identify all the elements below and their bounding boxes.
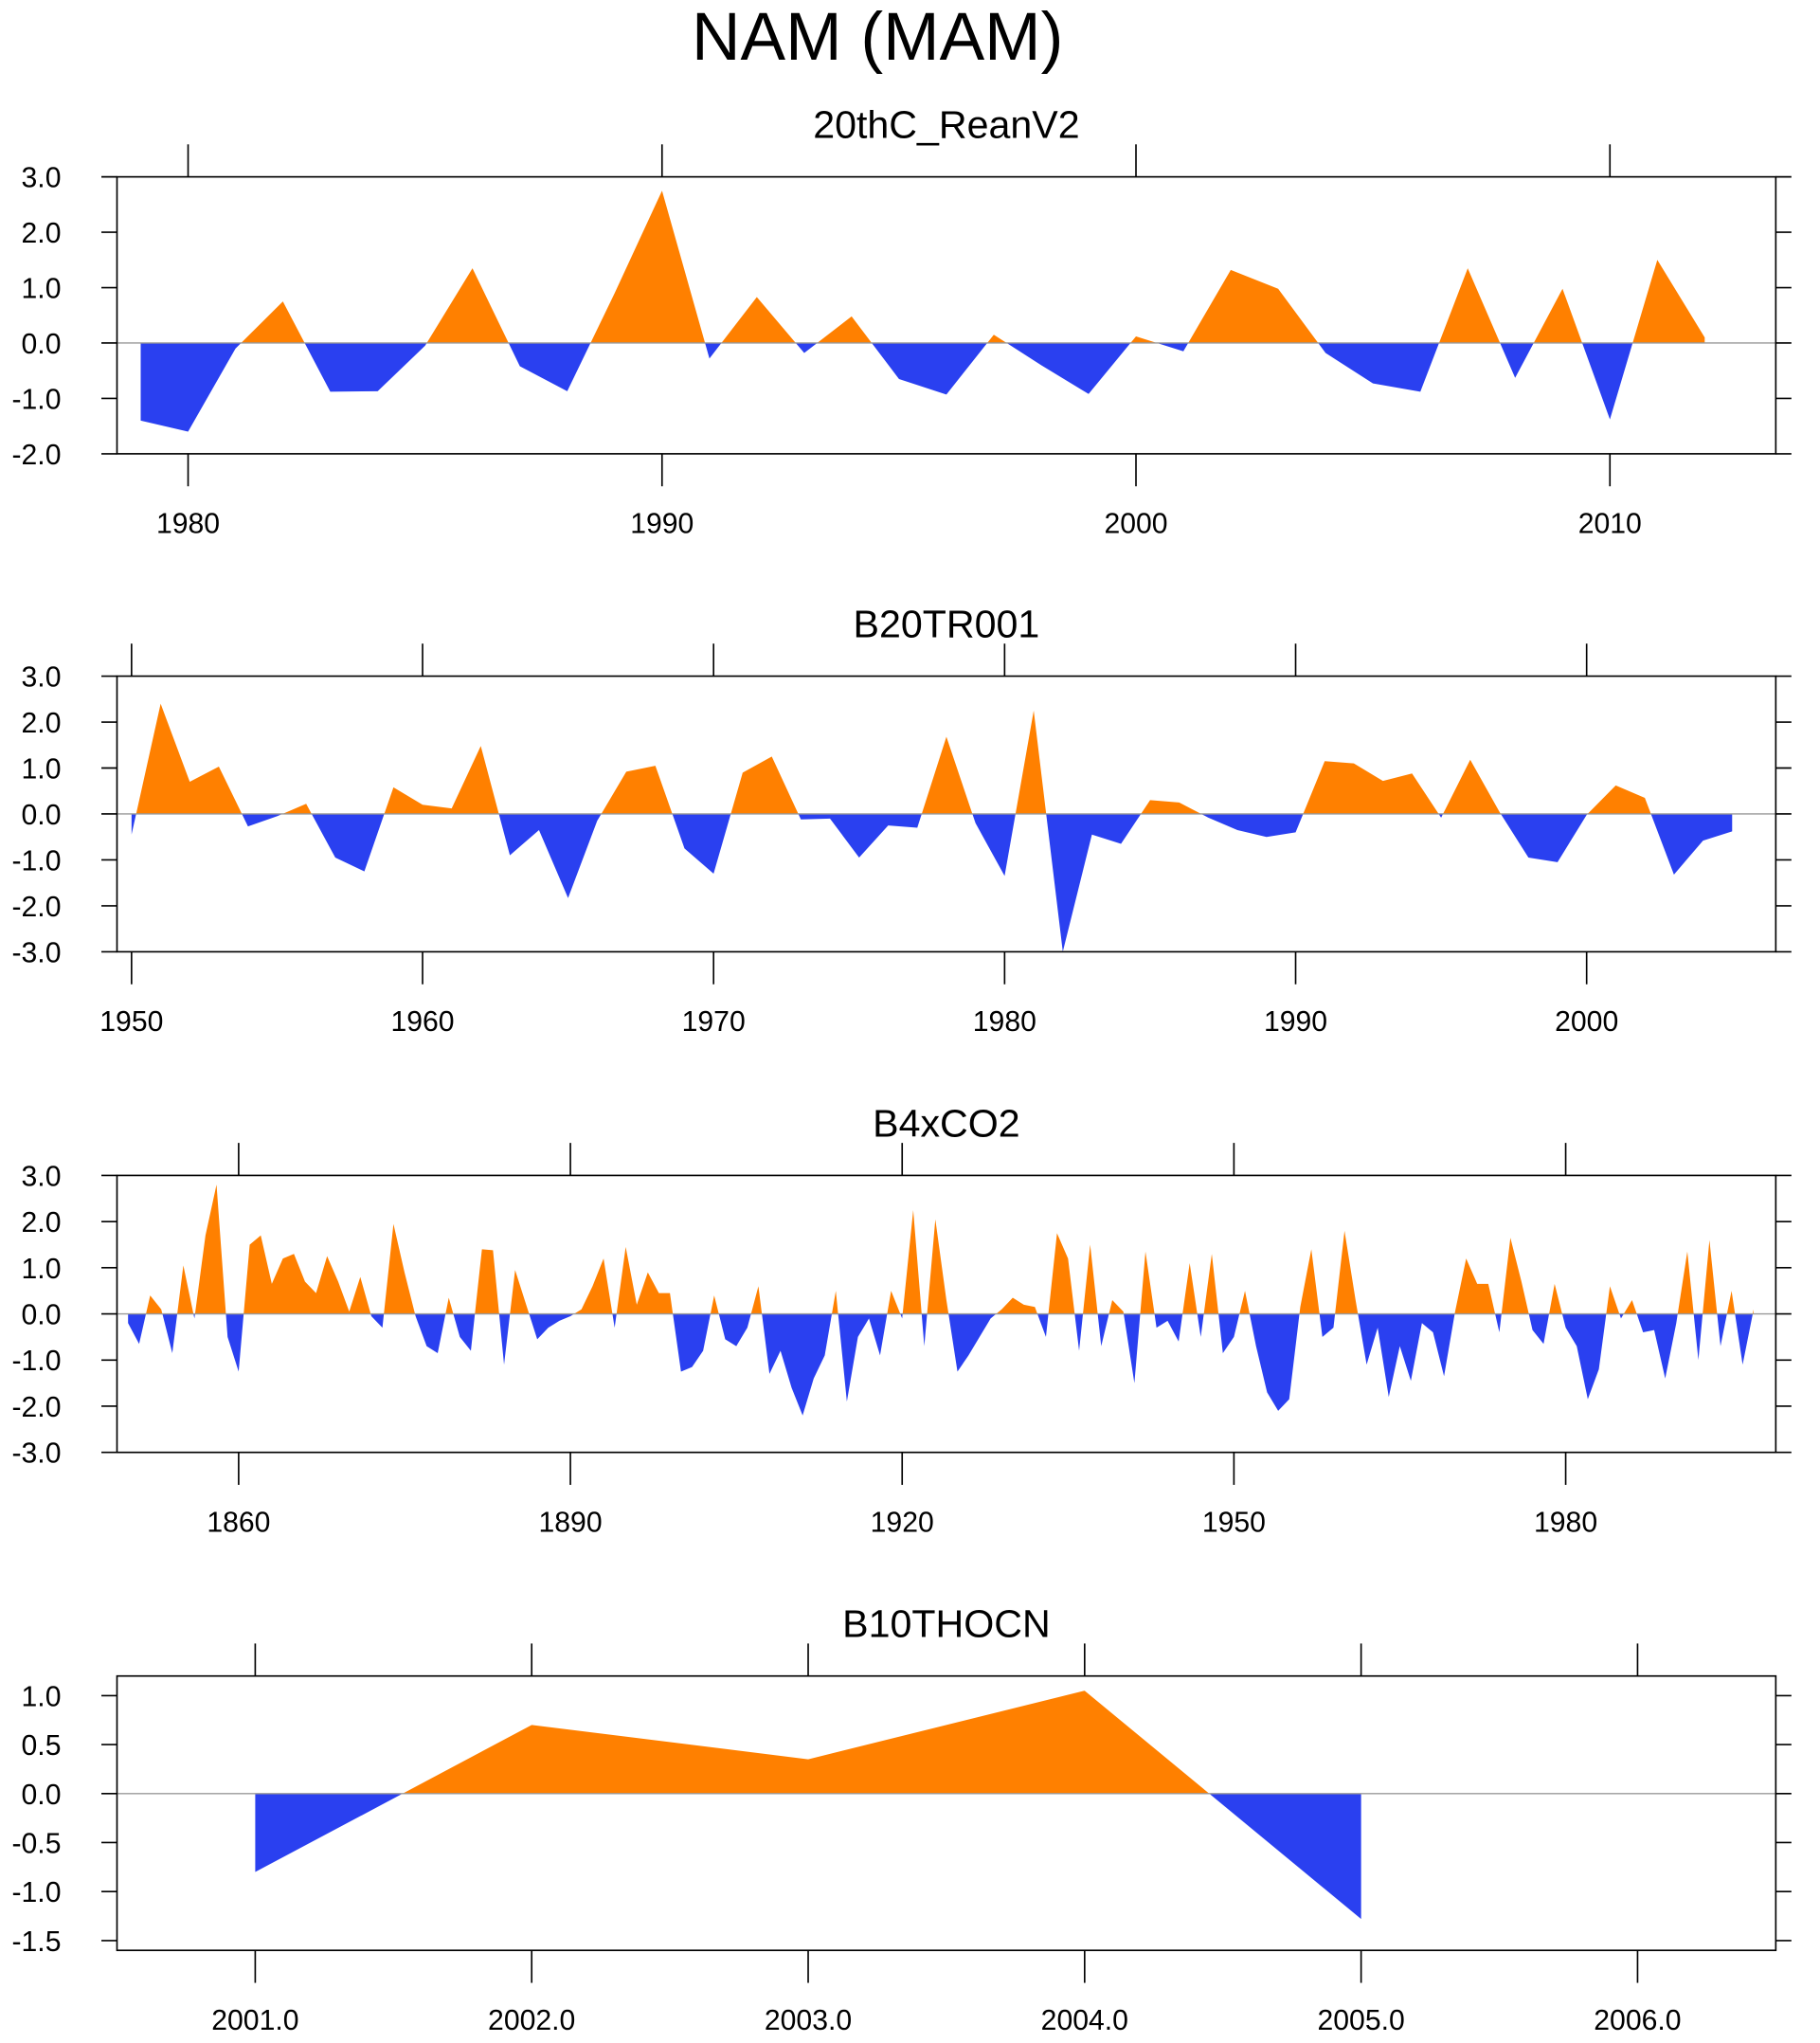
panel-title: B4xCO2 — [873, 1101, 1020, 1145]
y-tick-label: -1.0 — [11, 384, 61, 415]
y-tick-label: 1.0 — [22, 1254, 62, 1285]
x-tick-label: 1980 — [156, 509, 220, 540]
y-tick-label: -2.0 — [11, 440, 61, 471]
x-tick-label: 1960 — [390, 1006, 454, 1038]
y-tick-label: 0.0 — [22, 1300, 62, 1331]
y-tick-label: 1.0 — [22, 753, 62, 785]
x-tick-label: 1980 — [973, 1006, 1036, 1038]
panel-title: 20thC_ReanV2 — [813, 102, 1079, 146]
x-tick-label: 2002.0 — [488, 2005, 575, 2036]
x-tick-label: 2004.0 — [1041, 2005, 1128, 2036]
panel-title: B10THOCN — [842, 1602, 1051, 1646]
positive-area — [128, 1184, 1755, 1314]
x-tick-label: 1860 — [207, 1507, 270, 1538]
x-tick-label: 1990 — [630, 509, 694, 540]
y-tick-label: 1.0 — [22, 274, 62, 305]
x-tick-label: 1970 — [682, 1006, 746, 1038]
y-tick-label: 1.0 — [22, 1681, 62, 1712]
x-tick-label: 2003.0 — [765, 2005, 852, 2036]
y-tick-label: 3.0 — [22, 163, 62, 194]
y-tick-label: -1.0 — [11, 1877, 61, 1908]
x-tick-label: 1950 — [99, 1006, 163, 1038]
x-tick-label: 1980 — [1534, 1507, 1597, 1538]
plot-frame — [116, 175, 1777, 455]
x-tick-label: 2005.0 — [1317, 2005, 1404, 2036]
y-tick-label: -1.0 — [11, 845, 61, 877]
x-tick-label: 1990 — [1264, 1006, 1327, 1038]
panel-title: B20TR001 — [854, 602, 1040, 645]
y-tick-label: 0.5 — [22, 1730, 62, 1762]
y-tick-label: -3.0 — [11, 937, 61, 968]
y-tick-label: -2.0 — [11, 1392, 61, 1423]
x-tick-label: 2010 — [1578, 509, 1642, 540]
negative-area — [128, 1313, 1755, 1416]
y-tick-label: 0.0 — [22, 329, 62, 360]
y-tick-label: -0.5 — [11, 1828, 61, 1859]
plot-frame — [116, 1674, 1777, 1952]
y-tick-label: 2.0 — [22, 708, 62, 739]
positive-area — [140, 190, 1705, 343]
figure-title: NAM (MAM) — [692, 0, 1063, 75]
y-tick-label: -1.5 — [11, 1926, 61, 1958]
x-tick-label: 2001.0 — [211, 2005, 298, 2036]
x-tick-label: 2000 — [1555, 1006, 1618, 1038]
positive-area — [403, 1690, 1210, 1794]
x-tick-label: 2006.0 — [1594, 2005, 1681, 2036]
x-tick-label: 1890 — [538, 1507, 602, 1538]
panel: B10THOCN 1.0 0.5 0.0 -0.5 -1.0 -1.5 2001.0 2002.… — [11, 1602, 1792, 2036]
x-tick-label: 1950 — [1202, 1507, 1266, 1538]
y-tick-label: 3.0 — [22, 662, 62, 694]
x-tick-label: 1920 — [871, 1507, 934, 1538]
y-tick-label: -1.0 — [11, 1346, 61, 1377]
negative-area — [140, 342, 1705, 432]
x-tick-label: 2000 — [1104, 509, 1167, 540]
y-tick-label: 2.0 — [22, 218, 62, 249]
panel: 20thC_ReanV2 3.0 2.0 1.0 0.0 -1.0 -2.0 1980 1990… — [11, 102, 1792, 540]
negative-area — [131, 813, 1733, 952]
negative-area — [255, 1793, 1361, 1920]
y-tick-label: 2.0 — [22, 1207, 62, 1238]
y-tick-label: 3.0 — [22, 1161, 62, 1192]
y-tick-label: 0.0 — [22, 1780, 62, 1811]
panel: B20TR001 3.0 2.0 1.0 0.0 -1.0 -2.0 -3.0 1950 1960… — [11, 602, 1792, 1038]
positive-area — [131, 703, 1733, 814]
y-tick-label: -3.0 — [11, 1438, 61, 1470]
y-tick-label: -2.0 — [11, 892, 61, 923]
y-tick-label: 0.0 — [22, 800, 62, 831]
panel: B4xCO2 3.0 2.0 1.0 0.0 -1.0 -2.0 -3.0 1860 1890 19… — [11, 1101, 1792, 1538]
